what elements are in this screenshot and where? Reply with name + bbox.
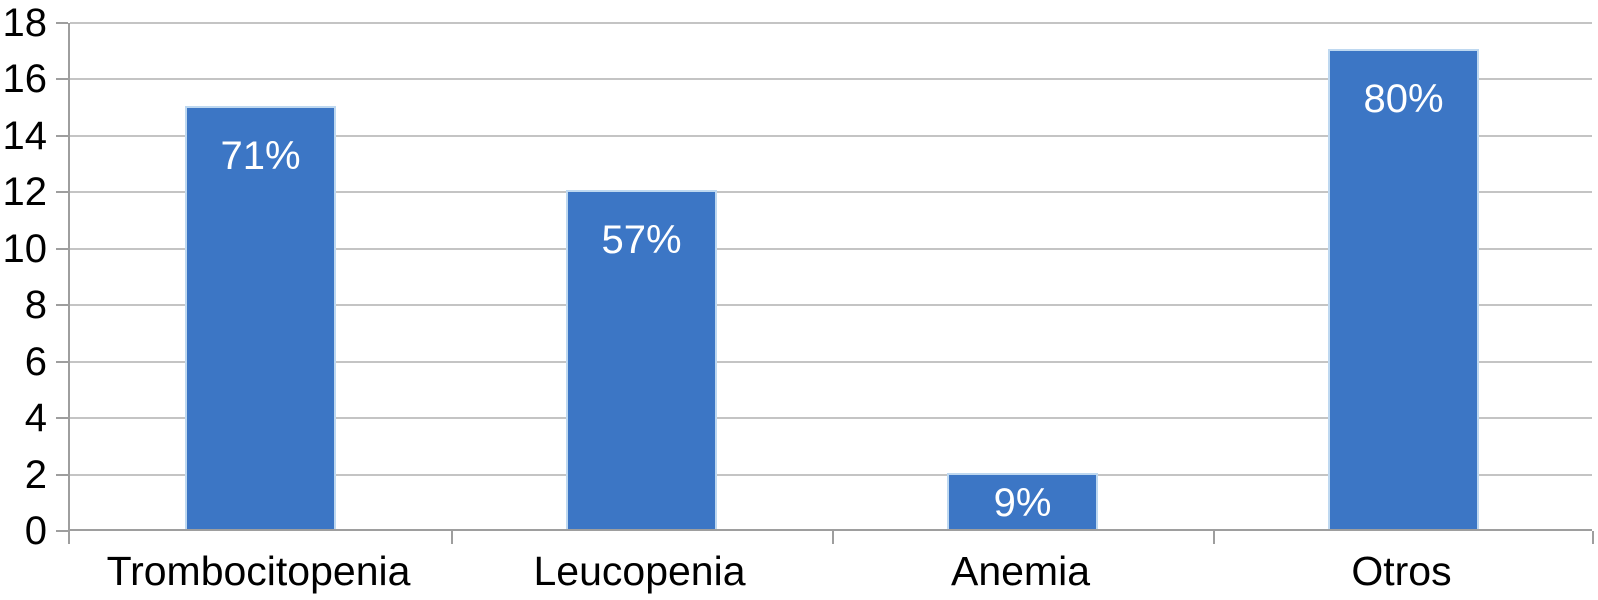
y-axis-label: 10 xyxy=(2,226,48,271)
x-axis-label-otros: Otros xyxy=(1351,548,1452,594)
x-axis-tick xyxy=(832,531,834,544)
y-axis-label: 16 xyxy=(2,57,48,102)
y-axis-label: 4 xyxy=(24,396,47,441)
y-axis-tick xyxy=(56,473,68,476)
y-axis-tick xyxy=(56,360,68,363)
y-axis-label: 14 xyxy=(2,113,48,158)
x-axis-labels: Trombocitopenia Leucopenia Anemia Otros xyxy=(68,549,1592,597)
y-axis-tick xyxy=(56,417,68,420)
y-axis-label: 18 xyxy=(2,1,48,45)
y-axis-tick xyxy=(56,134,68,137)
y-axis-label: 12 xyxy=(2,170,48,215)
y-axis-tick xyxy=(56,191,68,194)
x-axis-label-anemia: Anemia xyxy=(950,548,1090,594)
gridline xyxy=(70,247,1592,250)
gridline xyxy=(70,360,1592,363)
gridline xyxy=(70,22,1592,24)
plot-area: 71% 57% 9% 80% xyxy=(56,22,1594,544)
y-axis-label: 0 xyxy=(24,509,47,553)
gridline xyxy=(70,473,1592,476)
y-axis-label: 8 xyxy=(24,283,47,328)
x-axis-label-trombocitopenia: Trombocitopenia xyxy=(106,548,411,594)
bar-anemia: 9% xyxy=(947,472,1098,529)
y-axis-tick xyxy=(56,304,68,307)
gridline xyxy=(70,78,1592,81)
y-axis-tick xyxy=(56,247,68,250)
gridline xyxy=(70,304,1592,307)
y-axis-label: 2 xyxy=(24,452,47,497)
bar-trombocitopenia: 71% xyxy=(185,105,336,529)
bar-data-label: 9% xyxy=(993,480,1052,525)
y-axis-labels: 0 2 4 6 8 10 12 14 16 18 xyxy=(0,0,48,600)
x-axis-tick xyxy=(68,531,70,544)
bar-otros: 80% xyxy=(1328,49,1479,529)
gridline xyxy=(70,134,1592,137)
bar-leucopenia: 57% xyxy=(566,190,717,529)
y-axis-tick xyxy=(56,530,68,532)
y-axis-label: 6 xyxy=(24,339,47,384)
bar-data-label: 57% xyxy=(601,218,682,263)
gridline xyxy=(70,417,1592,420)
x-axis-tick xyxy=(1592,531,1594,544)
bar-data-label: 71% xyxy=(220,133,301,178)
x-axis-tick xyxy=(1213,531,1215,544)
y-axis-tick xyxy=(56,78,68,81)
gridline xyxy=(70,191,1592,194)
x-axis-tick xyxy=(451,531,453,544)
x-axis-label-leucopenia: Leucopenia xyxy=(533,548,746,594)
y-axis-tick xyxy=(56,22,68,24)
bar-data-label: 80% xyxy=(1363,77,1444,122)
